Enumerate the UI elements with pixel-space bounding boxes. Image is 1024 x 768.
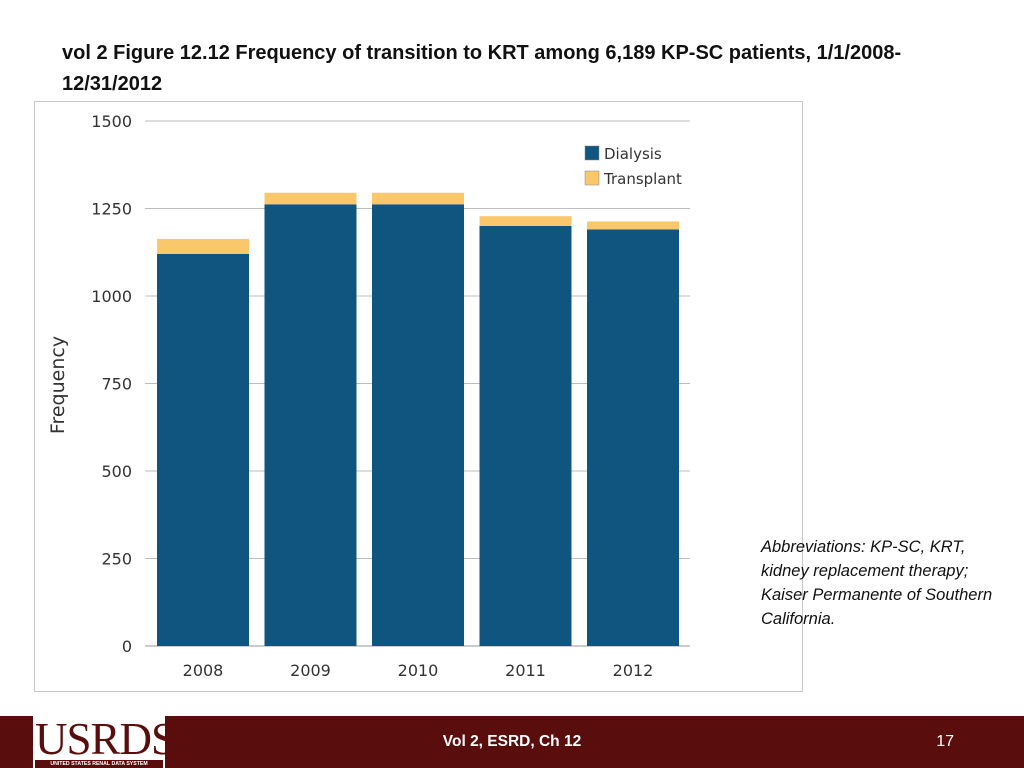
x-tick-label: 2011: [505, 661, 546, 680]
bar-transplant-2011: [479, 216, 572, 226]
bar-dialysis-2008: [157, 254, 249, 646]
y-tick-label: 250: [101, 550, 132, 569]
y-tick-label: 1250: [91, 200, 132, 219]
legend-swatch-dialysis: [584, 145, 600, 161]
bar-dialysis-2010: [372, 204, 464, 647]
y-axis-label: Frequency: [47, 336, 69, 434]
y-tick-label: 500: [101, 462, 132, 481]
y-tick-label: 750: [101, 375, 132, 394]
bar-dialysis-2009: [264, 204, 357, 647]
logo-wordmark: USRDS: [35, 714, 176, 764]
legend-label-transplant: Transplant: [603, 170, 682, 188]
axis-ticks: 0 250 500 750 1000 1250 1500 2008 2009 2010 2011 20…: [91, 112, 653, 680]
slide-title: vol 2 Figure 12.12 Frequency of transiti…: [62, 42, 902, 95]
bar-transplant-2008: [157, 238, 249, 254]
x-tick-label: 2010: [398, 661, 439, 680]
x-tick-label: 2008: [183, 661, 224, 680]
legend-label-dialysis: Dialysis: [604, 145, 662, 163]
y-tick-label: 0: [122, 637, 132, 656]
x-tick-label: 2012: [613, 661, 654, 680]
bar-transplant-2009: [264, 192, 357, 205]
x-tick-label: 2009: [290, 661, 331, 680]
footer-bar: [0, 716, 1024, 768]
abbreviations-note: Abbreviations: KP-SC, KRT, kidney replac…: [761, 538, 993, 628]
chart-frame: 0 250 500 750 1000 1250 1500 2008 2009 2010 2011 20…: [34, 101, 803, 692]
legend: Dialysis Transplant: [584, 145, 682, 188]
bar-transplant-2010: [372, 192, 464, 205]
legend-swatch-transplant: [584, 170, 600, 186]
usrds-logo: USRDS UNITED STATES RENAL DATA SYSTEM: [33, 714, 176, 768]
bar-dialysis-2011: [479, 226, 572, 646]
bar-dialysis-2012: [587, 229, 679, 646]
bar-transplant-2012: [587, 221, 679, 230]
y-tick-label: 1500: [91, 112, 132, 131]
bars: [157, 192, 679, 647]
bar-chart: 0 250 500 750 1000 1250 1500 2008 2009 2010 2011 20…: [47, 112, 690, 680]
y-tick-label: 1000: [91, 287, 132, 306]
footer-text: Vol 2, ESRD, Ch 12: [442, 733, 582, 750]
logo-subtitle: UNITED STATES RENAL DATA SYSTEM: [35, 760, 163, 768]
page-number: 17: [936, 733, 954, 750]
